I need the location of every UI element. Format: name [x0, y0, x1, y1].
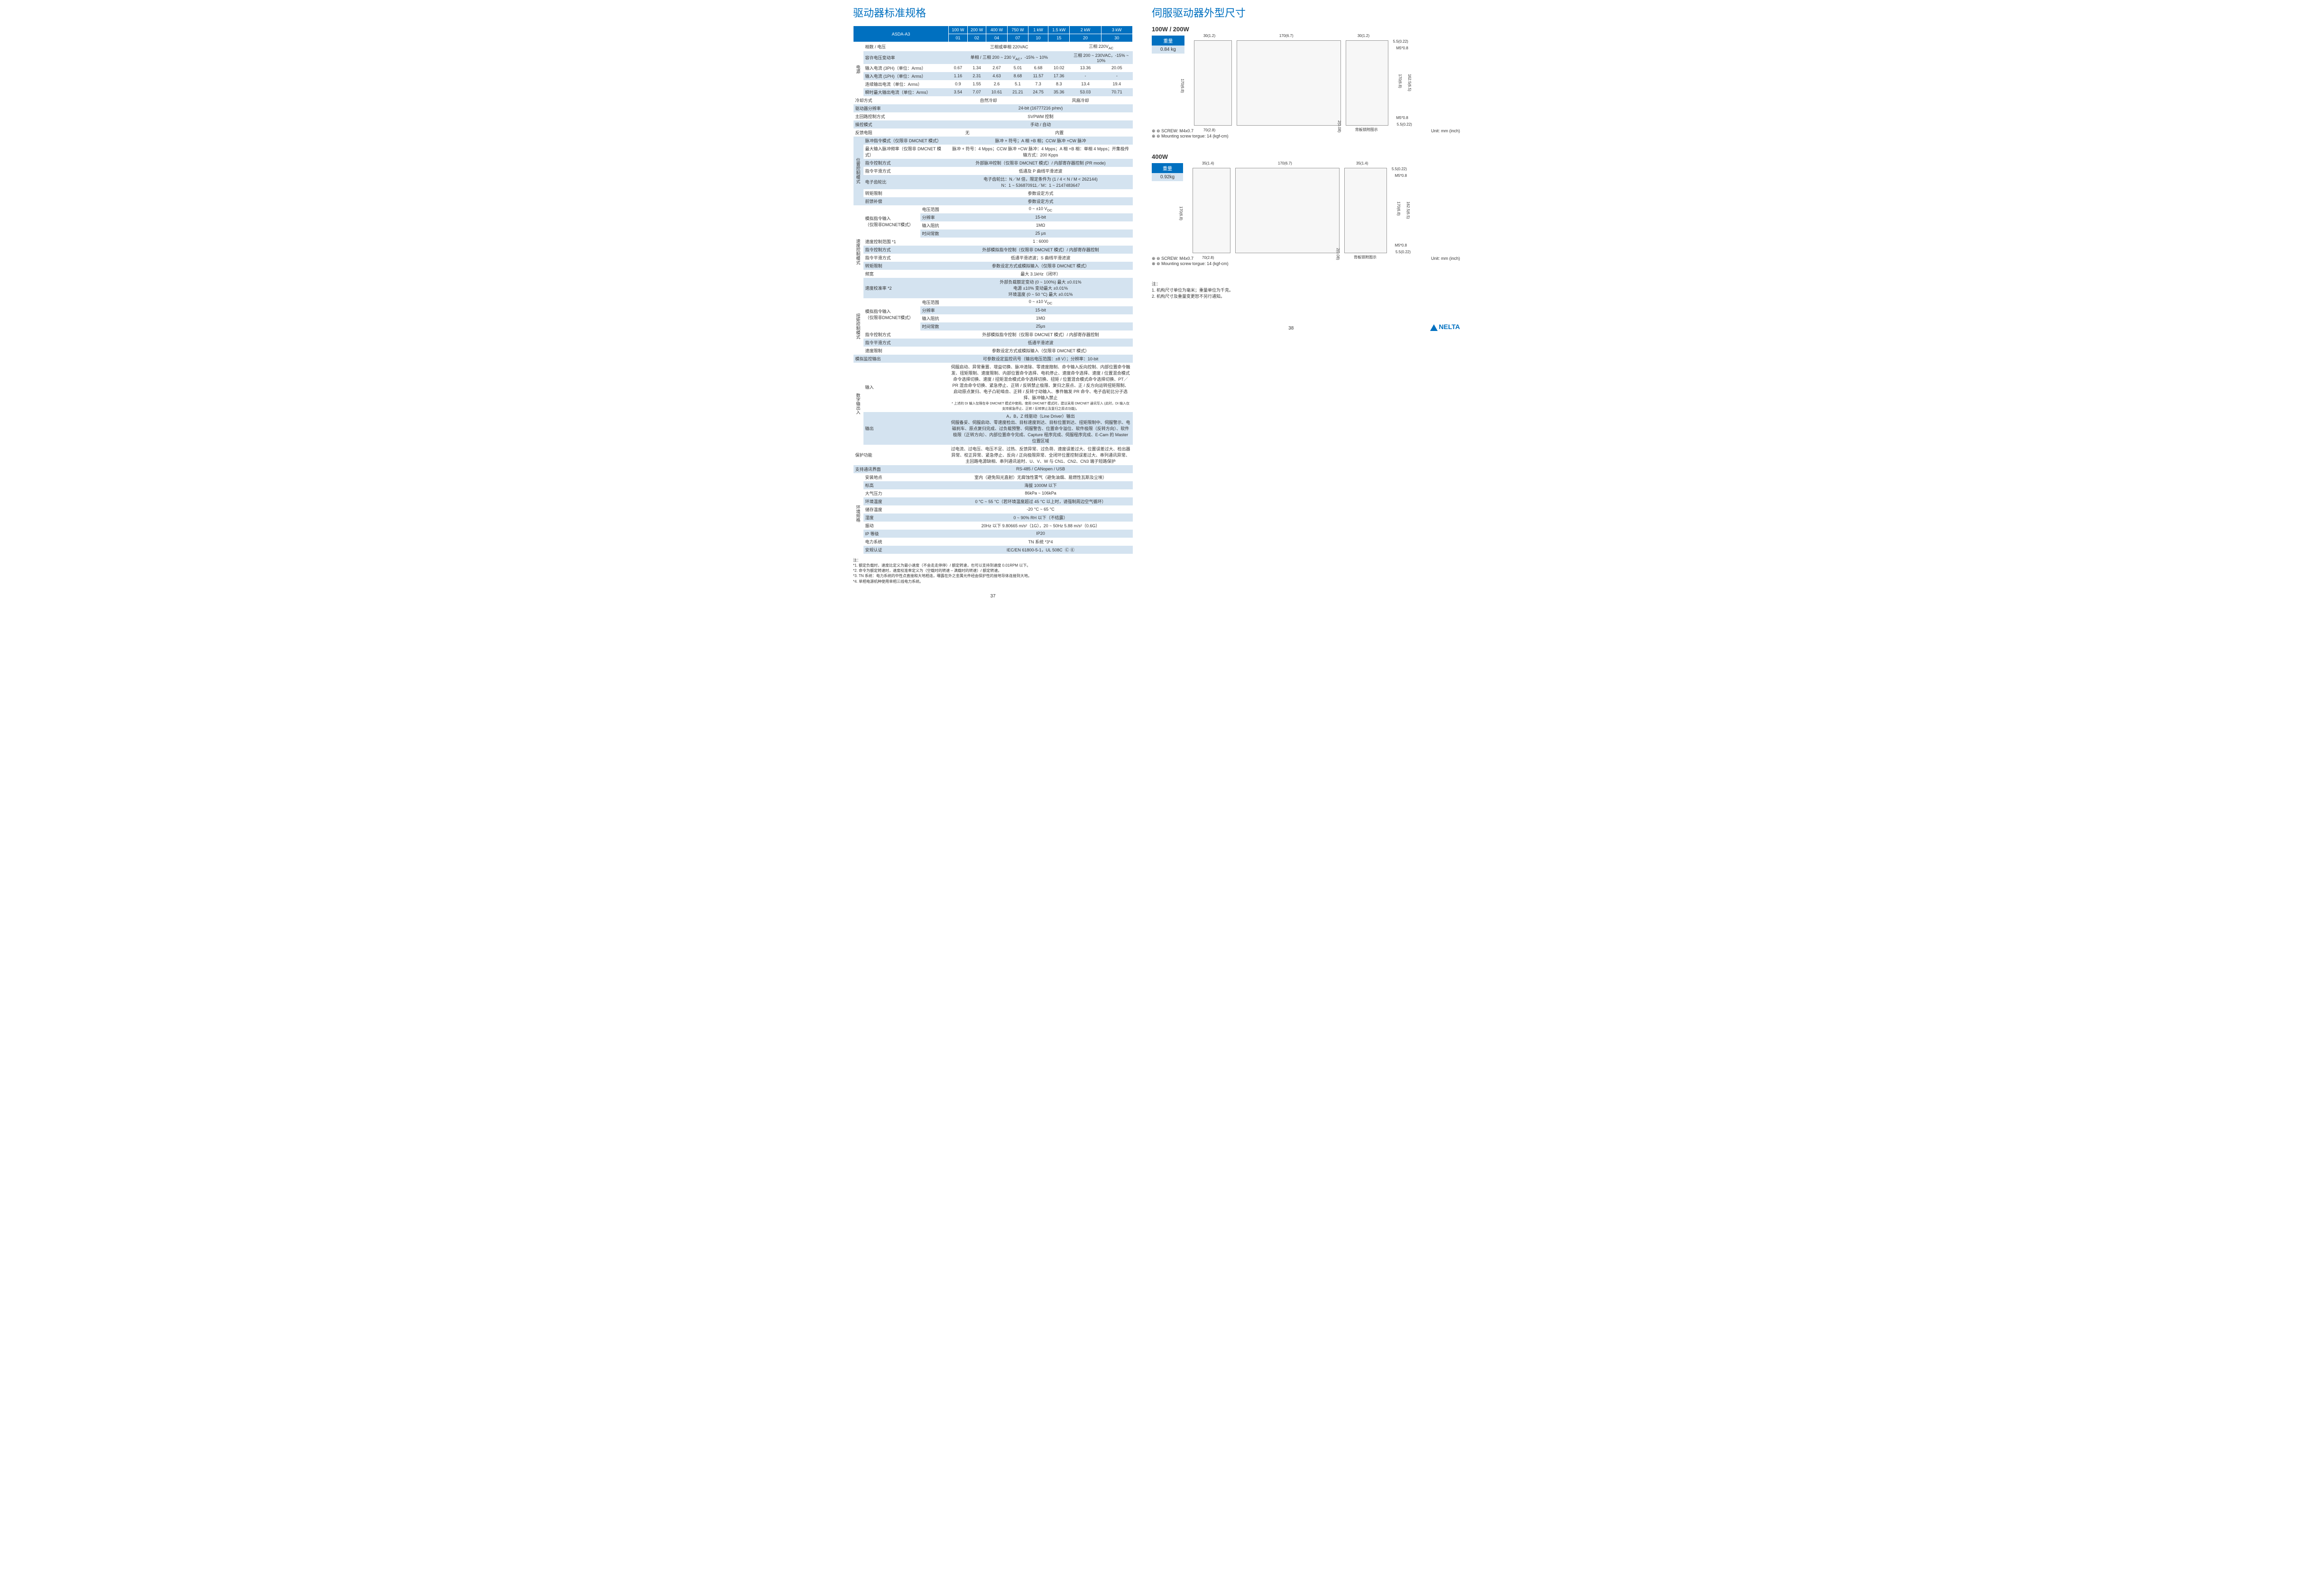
- spec-table: ASDA-A3 100 W200 W400 W750 W1 kW1.5 kW2 …: [853, 26, 1133, 554]
- dim-section: 100W / 200W 重量 0.84 kg 30(1.2) 170(6.8) …: [1152, 26, 1460, 139]
- left-notes: 注： *1. 额定负载时，速度比定义为最小速度（不会走走停停）/ 额定转速，也可…: [853, 558, 1133, 584]
- th-model: ASDA-A3: [854, 26, 949, 42]
- front-view-drawing: 170(6.8): [1193, 168, 1230, 253]
- left-title: 驱动器标准规格: [853, 5, 1133, 20]
- dim-section: 400W 重量 0.92kg 35(1.4) 170(6.8) 70(2.8) …: [1152, 153, 1460, 266]
- right-title: 伺服驱动器外型尺寸: [1152, 5, 1460, 20]
- dim-title: 100W / 200W: [1152, 26, 1460, 33]
- torque-icon: ⊗ ⊛: [1152, 261, 1160, 266]
- rear-view-drawing: 170(6.8) 162.5(6.5): [1346, 40, 1388, 126]
- right-notes: 注： 1. 机构尺寸单位为毫米；重量单位为千克。 2. 机构尺寸及重量变更恕不另…: [1152, 281, 1460, 299]
- page-num-left: 37: [853, 594, 1133, 599]
- page-num-right: 38: [1152, 326, 1430, 331]
- delta-logo: NELTA: [1430, 323, 1460, 331]
- side-view-drawing: [1235, 168, 1340, 253]
- screw-icon: ⊕ ⊛: [1152, 256, 1160, 261]
- weight-box: 重量 0.84 kg: [1152, 36, 1184, 54]
- dim-title: 400W: [1152, 153, 1460, 160]
- screw-icon: ⊕ ⊛: [1152, 128, 1160, 133]
- front-view-drawing: 170(6.8): [1194, 40, 1232, 126]
- rear-view-drawing: 170(6.8) 162.5(6.5): [1344, 168, 1387, 253]
- weight-box: 重量 0.92kg: [1152, 163, 1183, 181]
- side-view-drawing: [1237, 40, 1341, 126]
- torque-icon: ⊗ ⊛: [1152, 134, 1160, 138]
